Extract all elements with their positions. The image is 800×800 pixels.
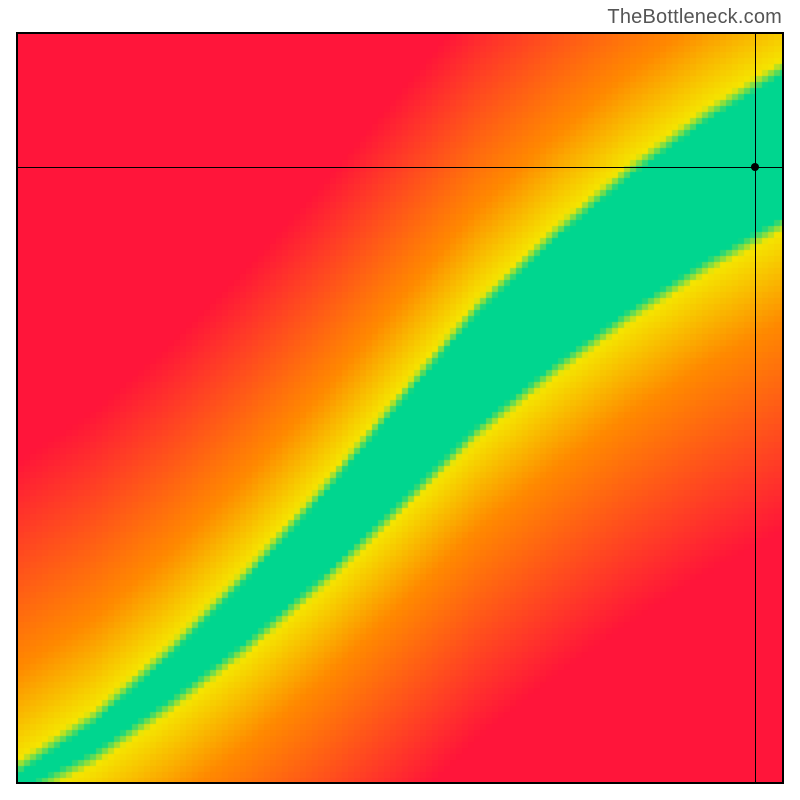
heatmap-canvas [18, 34, 782, 782]
plot-frame [16, 32, 784, 784]
root: TheBottleneck.com [0, 0, 800, 800]
crosshair-dot [751, 163, 759, 171]
watermark-text: TheBottleneck.com [607, 6, 782, 29]
crosshair-vertical [755, 34, 756, 782]
crosshair-horizontal [18, 167, 782, 168]
